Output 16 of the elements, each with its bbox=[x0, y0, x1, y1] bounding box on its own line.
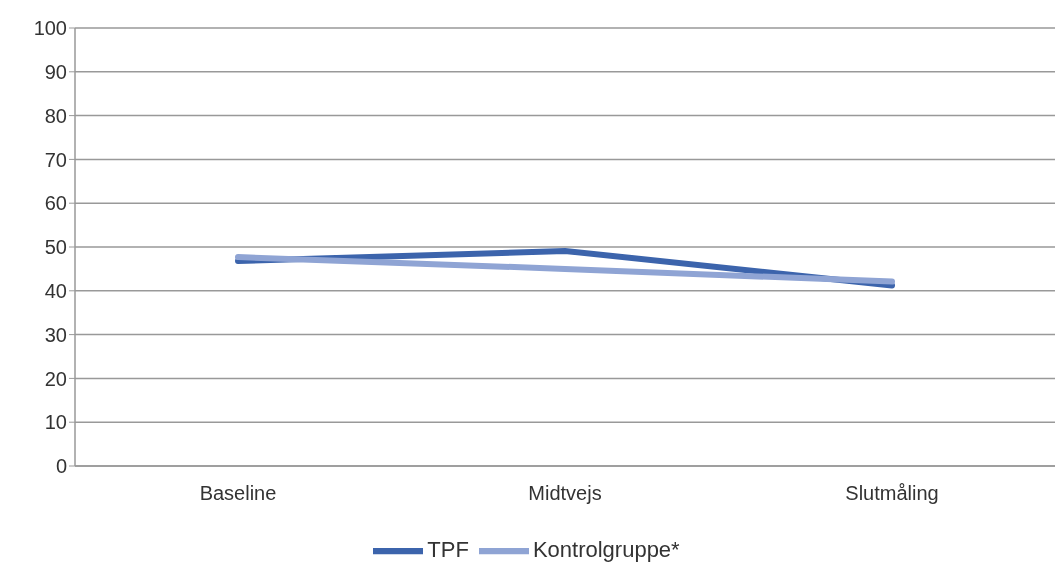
x-tick-label: Baseline bbox=[199, 482, 277, 505]
y-tick-label: 40 bbox=[44, 279, 67, 302]
y-tick-label: 80 bbox=[44, 104, 67, 127]
y-tick-label: 20 bbox=[44, 367, 67, 390]
y-tick-label: 0 bbox=[55, 455, 67, 478]
legend-label: TPF bbox=[427, 536, 469, 562]
y-tick-label: 90 bbox=[44, 60, 67, 83]
y-tick-label: 100 bbox=[33, 17, 67, 40]
x-tick-label: Slutmåling bbox=[845, 482, 939, 505]
y-tick-label: 70 bbox=[44, 148, 67, 171]
legend-label: Kontrolgruppe* bbox=[532, 536, 680, 562]
y-tick-label: 30 bbox=[44, 323, 67, 346]
y-tick-label: 10 bbox=[44, 411, 67, 434]
y-tick-label: 60 bbox=[44, 192, 67, 215]
x-tick-label: Midtvejs bbox=[528, 482, 602, 505]
y-tick-label: 50 bbox=[44, 236, 67, 259]
